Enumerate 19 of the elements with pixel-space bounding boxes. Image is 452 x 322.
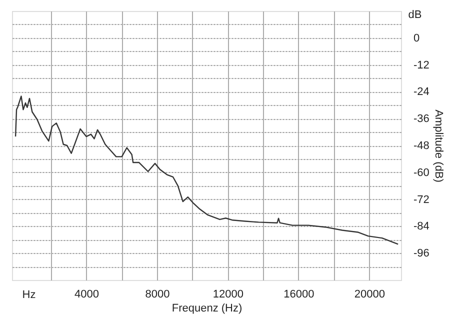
y-tick-label: 0 xyxy=(414,32,420,44)
x-tick-label: 8000 xyxy=(145,288,170,300)
x-tick-label: 16000 xyxy=(284,288,314,300)
y-tick-label: -24 xyxy=(414,86,430,98)
x-axis-title: Frequenz (Hz) xyxy=(172,302,242,314)
y-tick-label: -96 xyxy=(414,248,430,260)
y-tick-label: -36 xyxy=(414,113,430,126)
x-tick-label: 12000 xyxy=(212,288,244,300)
line-series xyxy=(14,96,399,245)
y-tick-label: -84 xyxy=(414,220,430,233)
y-tick-label: -60 xyxy=(414,166,430,179)
text: dB xyxy=(408,9,422,21)
y-tick-label: -48 xyxy=(414,140,430,152)
x-tick-label: 4000 xyxy=(74,288,100,300)
y-axis-title: Amplitude (dB) xyxy=(432,110,444,182)
text: Hz xyxy=(22,289,36,301)
y-tick-label: -12 xyxy=(414,59,430,72)
y-tick-label: -72 xyxy=(414,194,430,206)
x-tick-label: 20000 xyxy=(354,288,385,300)
